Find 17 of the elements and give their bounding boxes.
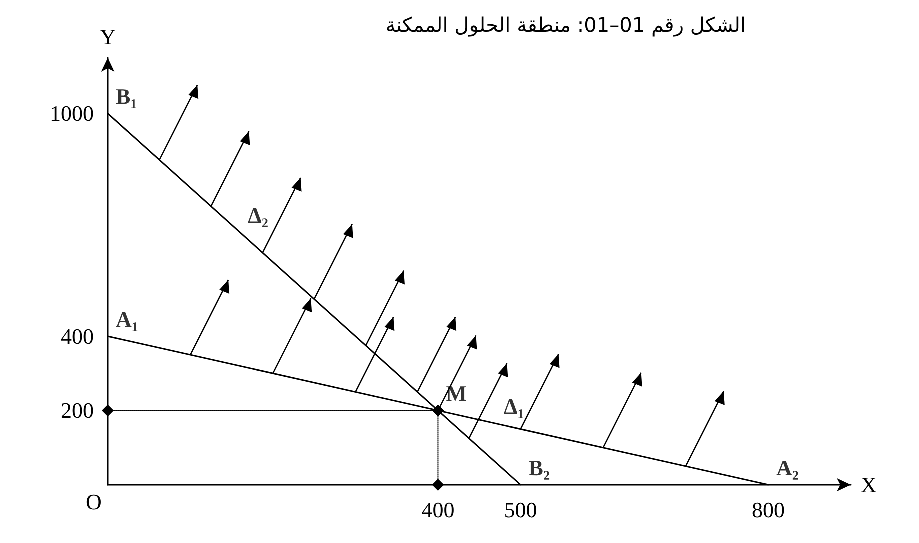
annotation: Δ₂ <box>248 203 269 228</box>
y-tick-label: 400 <box>61 324 94 349</box>
x-tick-label: 400 <box>422 498 455 522</box>
annotation: B₁ <box>116 84 138 110</box>
chart-title: الشكل رقم 01–01: منطقة الحلول الممكنة <box>386 13 746 37</box>
annotation: M <box>446 381 468 406</box>
annotation: A₁ <box>116 306 138 332</box>
annotation: Δ₁ <box>504 394 524 420</box>
x-tick-label: 800 <box>752 498 785 522</box>
y-tick-label: 1000 <box>50 101 94 126</box>
text: O <box>86 490 102 514</box>
annotation: B₂ <box>528 456 550 480</box>
annotation: A₂ <box>776 456 800 480</box>
y-tick-label: 200 <box>61 398 94 424</box>
x-tick-label: 500 <box>504 498 538 522</box>
x-axis-title: X <box>861 472 877 498</box>
y-axis-title: Y <box>100 24 116 50</box>
